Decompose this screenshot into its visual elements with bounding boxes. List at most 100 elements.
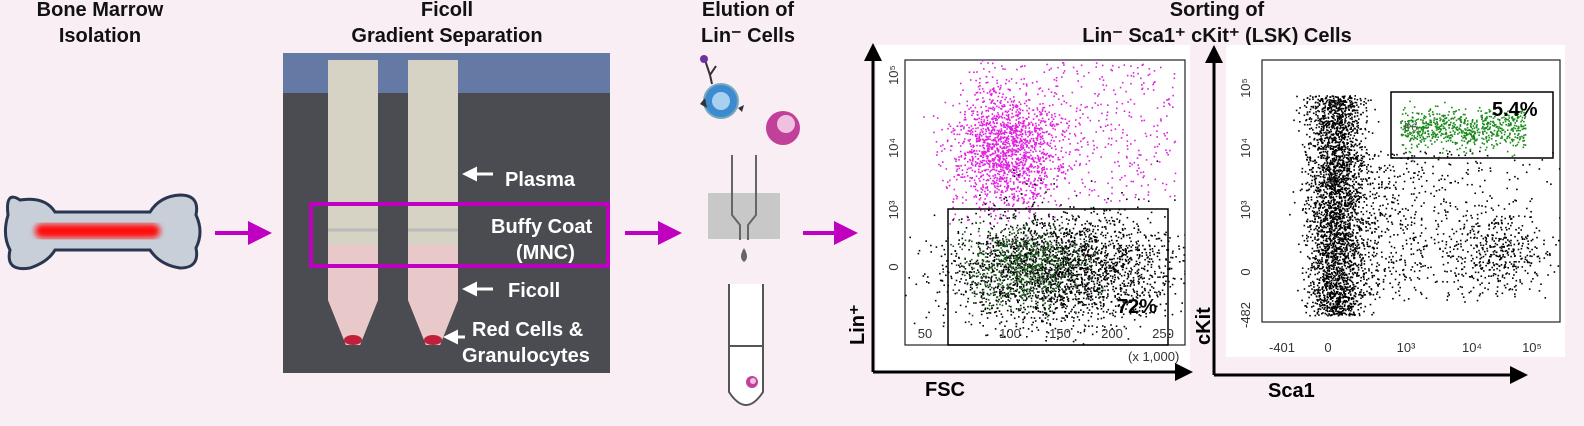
event-dot [917, 252, 920, 255]
event-dot [1003, 279, 1006, 281]
event-dot [979, 301, 981, 304]
event-dot [1012, 278, 1014, 280]
event-dot [1063, 257, 1066, 260]
event-dot [1087, 250, 1089, 252]
event-dot [992, 202, 995, 205]
event-dot [998, 310, 1001, 312]
event-dot [1035, 115, 1038, 118]
event-dot [1141, 119, 1143, 122]
event-dot [1071, 292, 1073, 294]
event-dot [1063, 276, 1066, 278]
event-dot [972, 144, 974, 147]
event-dot [985, 252, 987, 254]
event-dot [1093, 252, 1095, 254]
event-dot [1117, 277, 1120, 280]
event-dot [1162, 182, 1164, 185]
event-dot [1006, 136, 1009, 139]
event-dot [1052, 312, 1055, 315]
event-dot [1047, 294, 1050, 297]
event-dot [978, 165, 980, 167]
event-dot [1095, 331, 1098, 333]
event-dot [1122, 229, 1124, 231]
event-dot [985, 135, 987, 138]
event-dot [1096, 280, 1099, 282]
event-dot [1036, 241, 1038, 244]
event-dot [1083, 264, 1086, 266]
event-dot [952, 130, 955, 132]
event-dot [1061, 253, 1063, 255]
event-dot [975, 150, 978, 152]
event-dot [1063, 269, 1066, 271]
event-dot [1107, 277, 1110, 279]
event-dot [1016, 230, 1019, 232]
event-dot [1037, 307, 1039, 309]
event-dot [1159, 292, 1162, 294]
event-dot [1010, 135, 1013, 138]
event-dot [1171, 283, 1174, 286]
event-dot [1068, 278, 1071, 281]
event-dot [1056, 298, 1059, 301]
event-dot [1067, 223, 1069, 225]
event-dot [1103, 285, 1106, 288]
event-dot [1114, 276, 1116, 279]
event-dot [1042, 281, 1044, 284]
event-dot [1055, 123, 1058, 125]
event-dot [1095, 290, 1097, 292]
event-dot [1122, 128, 1124, 131]
event-dot [1061, 304, 1063, 306]
event-dot [1105, 257, 1108, 259]
event-dot [1015, 130, 1018, 132]
event-dot [1082, 244, 1084, 247]
event-dot [1005, 82, 1007, 85]
event-dot [1081, 182, 1084, 184]
event-dot [968, 321, 970, 323]
event-dot [1015, 277, 1017, 280]
event-dot [1084, 264, 1087, 267]
event-dot [1082, 260, 1084, 262]
event-dot [1041, 275, 1044, 278]
event-dot [987, 138, 990, 140]
event-dot [1062, 297, 1064, 300]
event-dot [955, 160, 957, 163]
event-dot [969, 286, 972, 288]
event-dot [971, 292, 974, 294]
event-dot [1041, 167, 1044, 169]
event-dot [1114, 271, 1116, 273]
event-dot [1008, 164, 1011, 167]
event-dot [946, 140, 949, 143]
event-dot [1015, 135, 1017, 137]
event-dot [1064, 211, 1067, 214]
event-dot [1049, 122, 1052, 124]
event-dot [1068, 182, 1070, 184]
event-dot [997, 95, 1000, 98]
event-dot [1131, 249, 1133, 252]
event-dot [984, 308, 986, 311]
event-dot [1127, 274, 1130, 276]
event-dot [1015, 82, 1018, 84]
event-dot [1028, 127, 1031, 129]
event-dot [1006, 128, 1008, 130]
layer-label: (MNC) [516, 242, 575, 264]
event-dot [1048, 156, 1051, 158]
event-dot [998, 117, 1000, 119]
event-dot [1007, 278, 1009, 280]
event-dot [1141, 277, 1144, 280]
event-dot [1022, 125, 1024, 127]
event-dot [1058, 224, 1061, 227]
event-dot [1007, 186, 1009, 189]
event-dot [1102, 325, 1104, 327]
event-dot [1015, 136, 1018, 138]
event-dot [998, 255, 1001, 258]
event-dot [964, 239, 967, 242]
event-dot [1007, 256, 1009, 259]
event-dot [997, 236, 999, 239]
event-dot [1084, 242, 1087, 245]
event-dot [1062, 257, 1064, 260]
event-dot [1013, 255, 1016, 257]
event-dot [1004, 144, 1007, 146]
event-dot [1050, 268, 1053, 270]
event-dot [1099, 220, 1102, 223]
event-dot [991, 158, 994, 161]
event-dot [1038, 128, 1041, 130]
event-dot [1073, 133, 1076, 135]
